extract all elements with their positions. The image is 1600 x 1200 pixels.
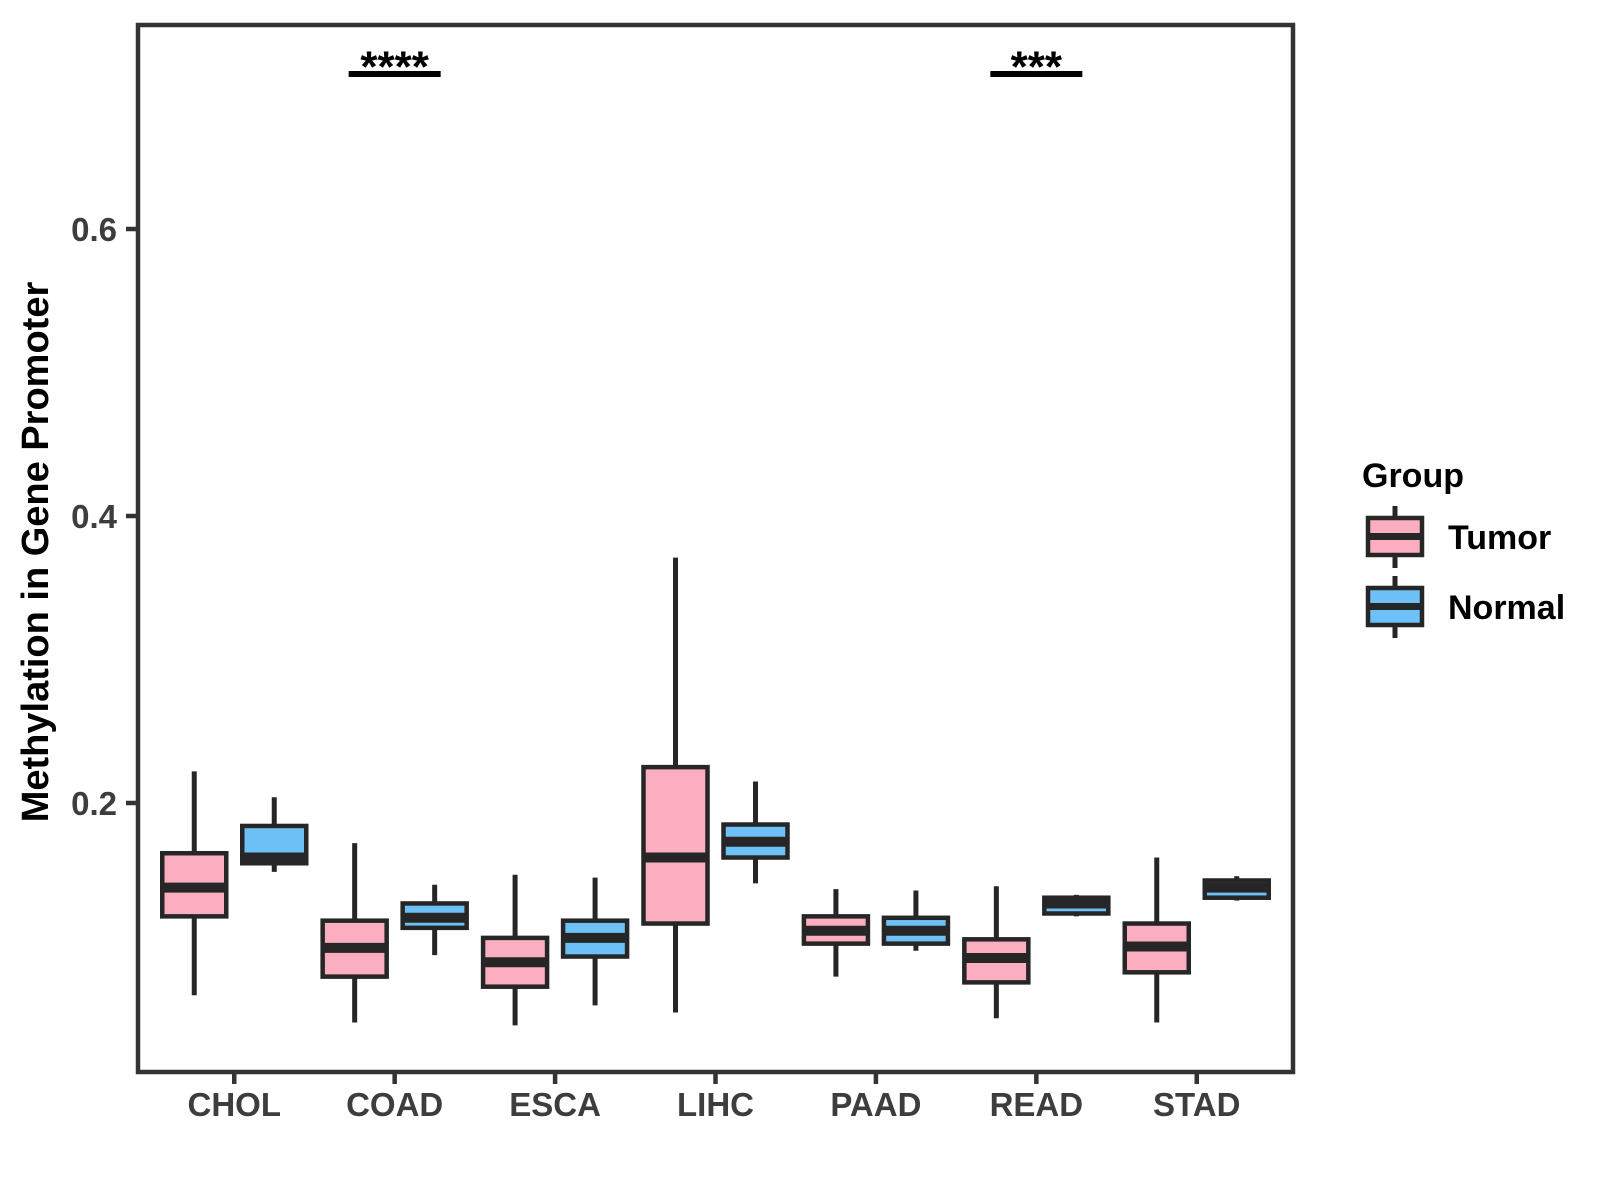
y-tick-label: 0.4 [71, 498, 118, 535]
legend-title: Group [1362, 457, 1464, 495]
y-tick-label: 0.2 [71, 785, 117, 822]
legend-items: Tumor Normal [1365, 506, 1565, 638]
legend-item-normal: Normal [1365, 576, 1565, 638]
x-tick-label-lihc: LIHC [677, 1086, 754, 1123]
significance-layer: **** *** [348, 43, 1083, 92]
legend: Group Tumor Normal [1362, 457, 1565, 638]
legend-item-tumor: Tumor [1365, 506, 1551, 568]
x-tick-label-read: READ [990, 1086, 1084, 1123]
y-tick-label: 0.6 [71, 211, 117, 248]
legend-label-tumor: Tumor [1448, 519, 1551, 557]
significance-stars-coad: **** [360, 43, 429, 92]
boxplot-layer [160, 557, 1271, 1026]
legend-label-normal: Normal [1448, 589, 1565, 627]
x-tick-label-coad: COAD [346, 1086, 443, 1123]
significance-stars-read: *** [1011, 43, 1063, 92]
x-tick-label-chol: CHOL [188, 1086, 282, 1123]
y-axis-title: Methylation in Gene Promoter [15, 282, 57, 823]
x-tick-label-stad: STAD [1153, 1086, 1240, 1123]
x-tick-label-esca: ESCA [509, 1086, 601, 1123]
x-tick-label-paad: PAAD [830, 1086, 921, 1123]
axes-layer: 0.2 0.4 0.6 CHOL COAD ESCA LIHC PAAD READ STAD [71, 211, 1240, 1123]
box-lihc-tumor [641, 764, 710, 926]
